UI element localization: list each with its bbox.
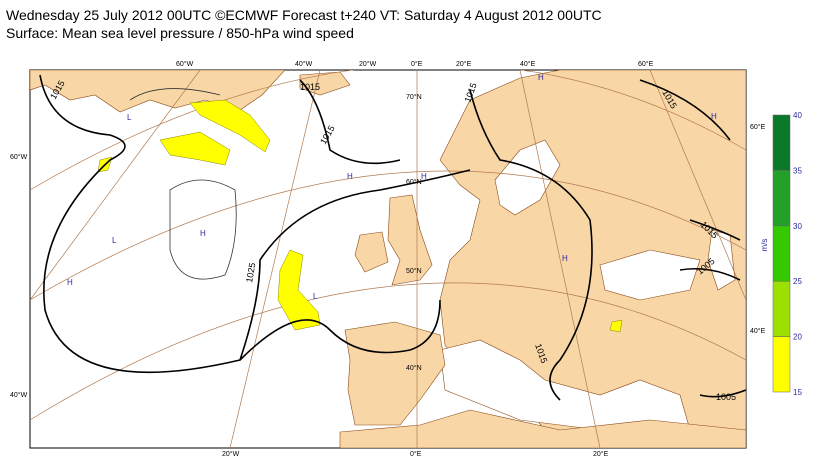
iberia: [344, 321, 446, 426]
legend-unit: m/s: [760, 239, 769, 252]
black-sea: [599, 249, 701, 301]
graticule-label: 20°E: [593, 450, 609, 458]
pressure-center: H: [538, 73, 544, 82]
graticule-label: 60°N: [406, 178, 422, 186]
pressure-center: H: [347, 172, 353, 181]
pressure-center: L: [112, 236, 117, 245]
baltic: [494, 139, 561, 216]
legend-tick-label: 20: [793, 333, 802, 342]
graticule-label: 70°N: [406, 93, 422, 101]
contour-label: 1015: [300, 82, 320, 92]
africa: [339, 409, 746, 448]
pressure-center: H: [67, 278, 73, 287]
graticule-label: 60°W: [10, 153, 28, 161]
wind-speed: [97, 99, 623, 333]
graticule-label: 60°E: [638, 60, 654, 68]
graticule-label: 0°E: [410, 450, 422, 458]
iceland: [299, 71, 351, 96]
graticule-label: 40°E: [750, 327, 766, 335]
graticule-label: 40°W: [295, 60, 313, 68]
isobars: [39, 74, 746, 401]
legend-swatch: [772, 336, 791, 393]
graticule-label: 40°E: [520, 60, 536, 68]
graticule-label: 40°W: [10, 391, 28, 399]
legend: m/s 15 20 25 30 35 40: [760, 111, 802, 397]
subtitle: Surface: Mean sea level pressure / 850-h…: [6, 25, 354, 41]
graticule-label: 40°N: [406, 364, 422, 372]
legend-tick-label: 15: [793, 388, 802, 397]
graticule-label: 50°N: [406, 267, 422, 275]
pressure-center: H: [421, 172, 427, 181]
graticule-label: 0°E: [411, 60, 423, 68]
legend-tick-label: 40: [793, 111, 802, 120]
legend-swatch: [772, 280, 791, 337]
map: 1015 1015 1015 1015 1015 1025 1015 1005 …: [10, 60, 766, 458]
contour-label: 1005: [716, 392, 736, 402]
legend-tick-label: 35: [793, 166, 802, 175]
britain: [387, 194, 433, 286]
title: Wednesday 25 July 2012 00UTC ©ECMWF Fore…: [6, 7, 602, 23]
graticule-label: 20°W: [222, 450, 240, 458]
graticule-label: 60°E: [750, 123, 766, 131]
graticule-label: 60°W: [176, 60, 194, 68]
legend-tick-label: 25: [793, 277, 802, 286]
graticule-label: 20°W: [359, 60, 377, 68]
pressure-center: H: [711, 112, 717, 121]
ireland: [354, 231, 389, 273]
pressure-center: H: [200, 229, 206, 238]
legend-swatch: [772, 170, 791, 227]
pressure-center: L: [127, 113, 132, 122]
contour-label: 1025: [244, 262, 257, 283]
pressure-center: H: [562, 254, 568, 263]
legend-swatch: [772, 225, 791, 282]
legend-swatch: [772, 114, 791, 171]
mediterranean: [439, 339, 691, 431]
graticule-label: 20°E: [456, 60, 472, 68]
graticule: [30, 70, 746, 448]
legend-tick-label: 30: [793, 222, 802, 231]
pressure-center: L: [313, 292, 318, 301]
